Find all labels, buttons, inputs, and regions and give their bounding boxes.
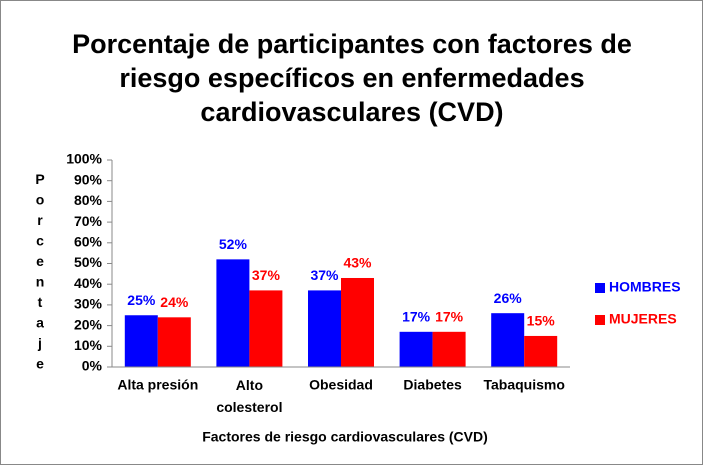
x-tick-label: Alto colesterol <box>216 377 282 415</box>
value-label: 37% <box>252 267 281 283</box>
y-tick-label: 10% <box>74 337 103 353</box>
legend-label: HOMBRES <box>609 279 681 295</box>
x-tick-label: Diabetes <box>403 377 462 393</box>
value-label: 17% <box>402 309 431 325</box>
value-label: 24% <box>160 294 189 310</box>
y-tick-label: 90% <box>74 171 103 187</box>
bar <box>524 335 558 367</box>
y-tick-label: 70% <box>74 213 103 229</box>
x-tick-label: Tabaquismo <box>483 377 564 393</box>
y-tick-label: 100% <box>66 151 102 167</box>
y-tick-label: 80% <box>74 192 103 208</box>
bar <box>216 259 250 367</box>
y-tick-label: 30% <box>74 296 103 312</box>
bar <box>249 290 283 367</box>
bar <box>491 313 525 367</box>
chart-title: Porcentaje de participantes con factores… <box>72 29 632 127</box>
value-label: 43% <box>343 255 372 271</box>
bar <box>157 317 191 367</box>
value-label: 37% <box>310 267 339 283</box>
value-label: 15% <box>527 313 556 329</box>
bar <box>308 290 341 367</box>
value-label: 26% <box>494 290 523 306</box>
value-label: 17% <box>435 309 464 325</box>
x-tick-label: Alta presión <box>117 377 198 393</box>
y-tick-label: 40% <box>74 275 103 291</box>
x-axis-label: Factores de riesgo cardiovasculares (CVD… <box>202 429 488 445</box>
y-tick-label: 20% <box>74 316 103 332</box>
value-label: 52% <box>219 236 248 252</box>
y-tick-label: 50% <box>74 254 103 270</box>
bar <box>124 315 158 367</box>
bar <box>399 331 433 367</box>
y-tick-label: 0% <box>82 358 103 374</box>
legend-label: MUJERES <box>609 311 677 327</box>
bar <box>432 331 466 367</box>
y-tick-label: 60% <box>74 234 103 250</box>
value-label: 25% <box>127 292 156 308</box>
legend-swatch <box>595 315 605 325</box>
bar <box>341 277 374 367</box>
legend-swatch <box>595 283 605 293</box>
x-tick-label: Obesidad <box>309 377 373 393</box>
